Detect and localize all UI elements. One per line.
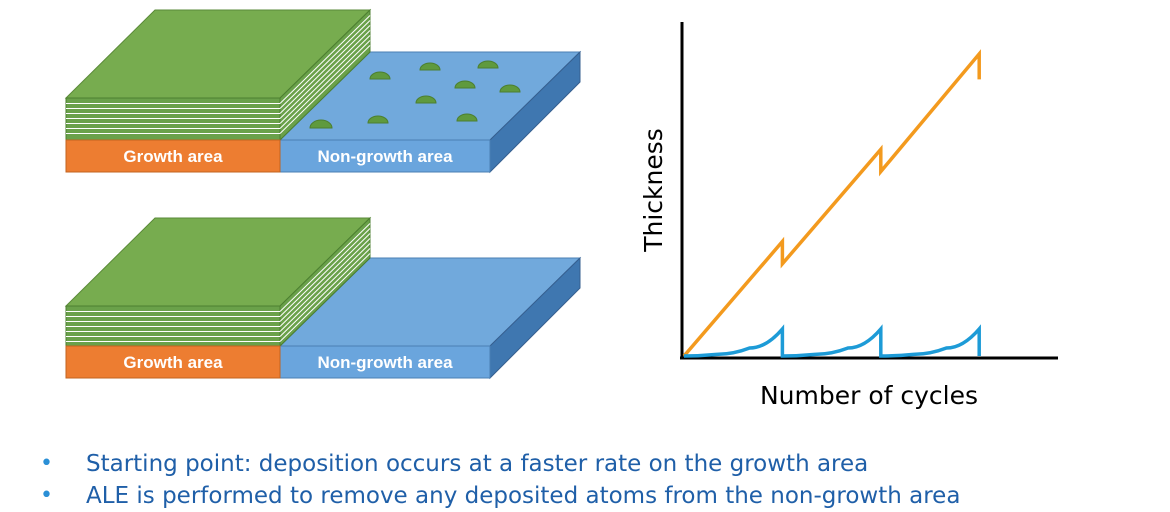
top-nongrowth-front-face bbox=[279, 139, 491, 173]
top-nuclei bbox=[309, 60, 521, 129]
nucleus bbox=[499, 84, 521, 93]
ald-diagram: Growth area Non-growth area G bbox=[64, 8, 1058, 410]
nucleus bbox=[419, 62, 441, 71]
nucleus bbox=[477, 60, 499, 69]
bullet-item: • Starting point: deposition occurs at a … bbox=[40, 448, 1160, 480]
bullet-dot: • bbox=[40, 483, 53, 508]
bullet-text: ALE is performed to remove any deposited… bbox=[86, 483, 961, 509]
y-axis-label: Thickness bbox=[639, 128, 668, 253]
series-line-1 bbox=[682, 49, 981, 358]
nucleus bbox=[309, 119, 333, 129]
bullet-item: • ALE is performed to remove any deposite… bbox=[40, 480, 1160, 512]
bullet-dot: • bbox=[40, 451, 53, 476]
bottom-growth-side-layer-lines bbox=[279, 223, 371, 342]
bottom-growth-label: Growth area bbox=[123, 353, 223, 372]
top-block: Growth area Non-growth area bbox=[64, 8, 582, 174]
top-growth-side-layer-lines bbox=[279, 15, 371, 134]
series-layer bbox=[682, 49, 981, 358]
top-growth-label: Growth area bbox=[123, 147, 223, 166]
x-axis-label: Number of cycles bbox=[760, 381, 978, 410]
bullet-list: • Starting point: deposition occurs at a … bbox=[40, 448, 1160, 512]
bottom-nongrowth-label: Non-growth area bbox=[317, 353, 453, 372]
bottom-growth-front-face bbox=[65, 345, 281, 379]
bottom-block: Growth area Non-growth area bbox=[64, 216, 582, 380]
series-line-2 bbox=[683, 324, 981, 358]
nucleus bbox=[456, 113, 478, 122]
nucleus bbox=[367, 115, 389, 124]
top-growth-layer-lines bbox=[66, 103, 280, 134]
top-growth-front-face bbox=[65, 139, 281, 173]
nucleus bbox=[454, 80, 476, 89]
thickness-chart: Thickness Number of cycles bbox=[639, 22, 1058, 410]
nucleus bbox=[415, 95, 437, 104]
nucleus bbox=[369, 71, 391, 80]
bottom-growth-layer-lines bbox=[66, 311, 280, 342]
bullet-text: Starting point: deposition occurs at a f… bbox=[86, 451, 869, 477]
top-nongrowth-label: Non-growth area bbox=[317, 147, 453, 166]
